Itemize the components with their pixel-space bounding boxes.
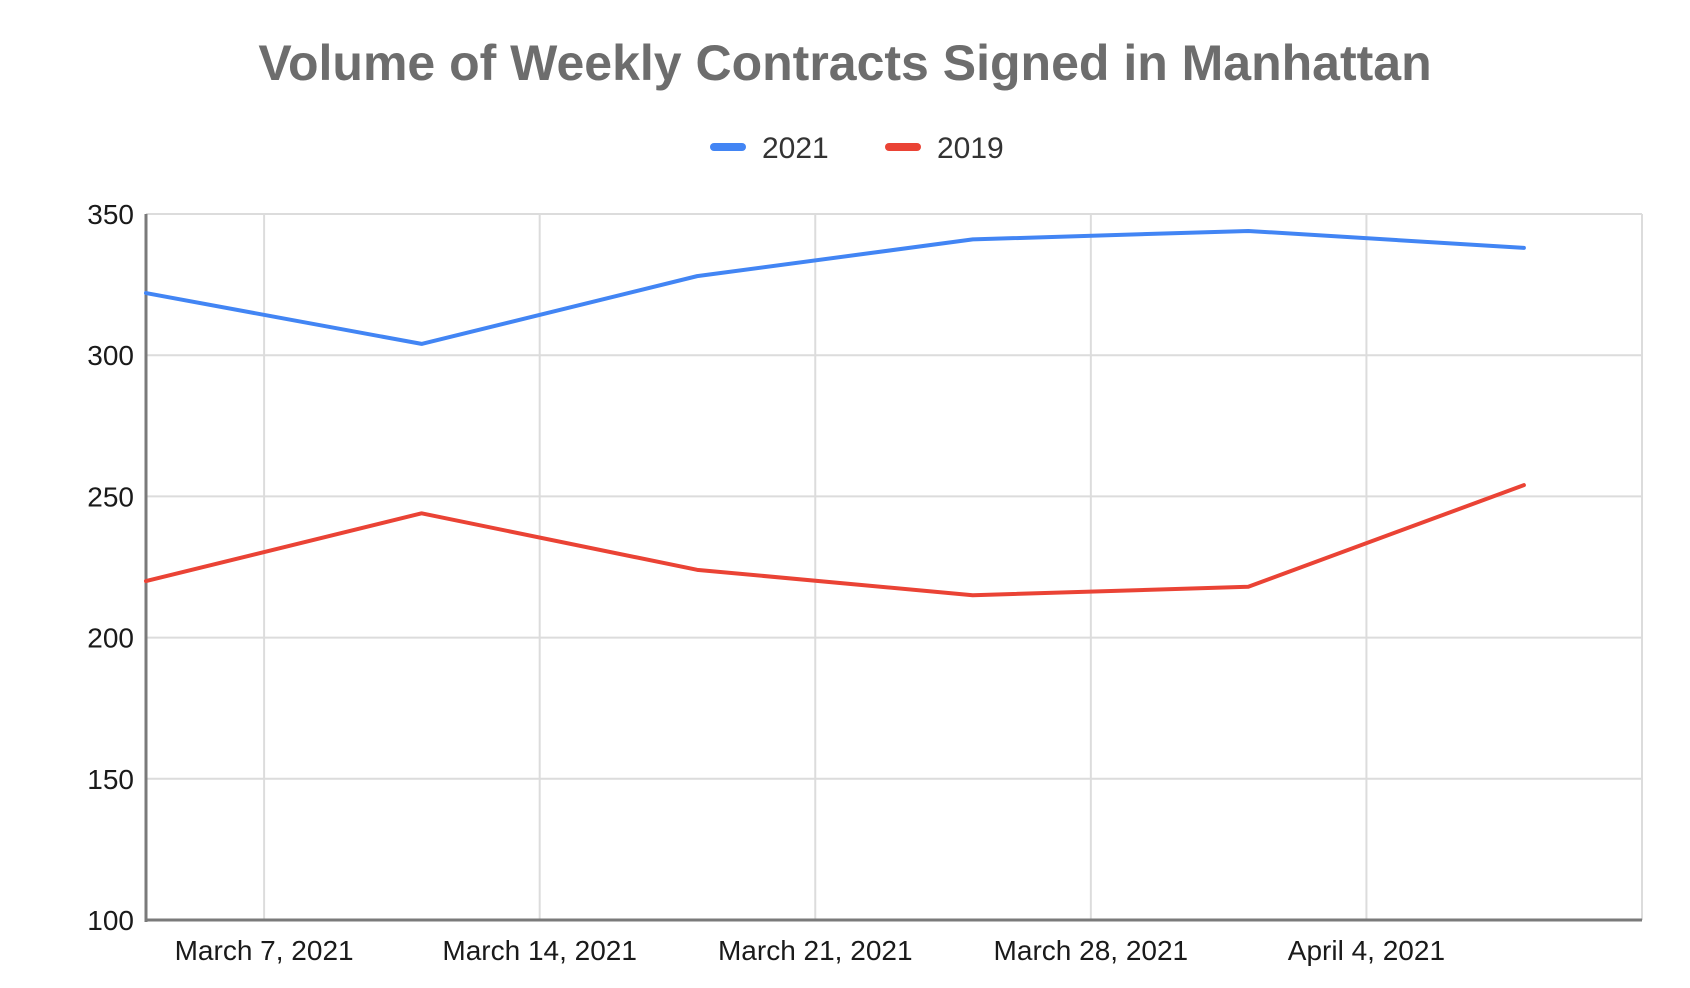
legend-label-2019: 2019 — [937, 132, 1004, 165]
legend-item-2019: 2019 — [885, 132, 1004, 165]
legend-label-2021: 2021 — [762, 132, 829, 165]
legend-swatch-2021 — [710, 143, 746, 151]
tick-labels: 100 150 200 250 300 350 March 7, 2021 March 14,… — [87, 199, 1445, 966]
y-tick-label-150: 150 — [87, 764, 134, 795]
axes — [144, 214, 1642, 922]
legend-swatch-2019 — [885, 143, 921, 151]
x-tick-label-1: March 14, 2021 — [442, 935, 637, 966]
series-lines — [144, 228, 1526, 598]
y-tick-label-200: 200 — [87, 623, 134, 654]
chart-title: Volume of Weekly Contracts Signed in Man… — [258, 35, 1431, 91]
x-tick-label-2: March 21, 2021 — [718, 935, 913, 966]
legend-item-2021: 2021 — [710, 132, 829, 165]
y-tick-label-250: 250 — [87, 481, 134, 512]
legend: 2021 2019 — [710, 132, 1004, 165]
x-tick-label-0: March 7, 2021 — [175, 935, 354, 966]
y-tick-label-350: 350 — [87, 199, 134, 230]
y-tick-label-300: 300 — [87, 340, 134, 371]
grid — [146, 213, 1643, 921]
y-tick-label-100: 100 — [87, 905, 134, 936]
x-tick-label-4: April 4, 2021 — [1288, 935, 1445, 966]
x-tick-label-3: March 28, 2021 — [994, 935, 1189, 966]
series-line-2021 — [144, 228, 1526, 346]
series-line-2019 — [144, 483, 1526, 598]
